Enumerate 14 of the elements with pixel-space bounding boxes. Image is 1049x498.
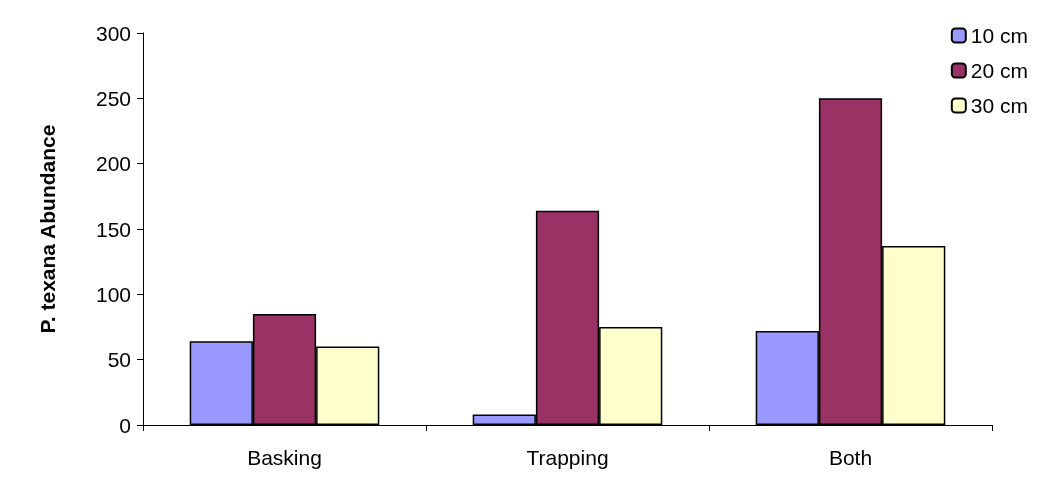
y-tick-label: 150: [95, 217, 131, 241]
y-tick-label: 300: [95, 21, 131, 45]
legend-label: 30 cm: [970, 94, 1028, 117]
legend-label: 10 cm: [970, 24, 1028, 47]
y-axis-title: P. texana Abundance: [36, 124, 59, 334]
x-tick-label: Trapping: [526, 446, 609, 469]
x-tick-label: Basking: [247, 446, 322, 469]
y-tick-label: 50: [107, 348, 131, 372]
legend-label: 20 cm: [970, 59, 1028, 82]
y-tick-label: 0: [119, 413, 131, 437]
y-tick-label: 250: [95, 86, 131, 110]
x-tick-label: Both: [828, 446, 873, 469]
y-tick-label: 100: [95, 282, 131, 306]
y-tick-label: 200: [95, 152, 131, 176]
